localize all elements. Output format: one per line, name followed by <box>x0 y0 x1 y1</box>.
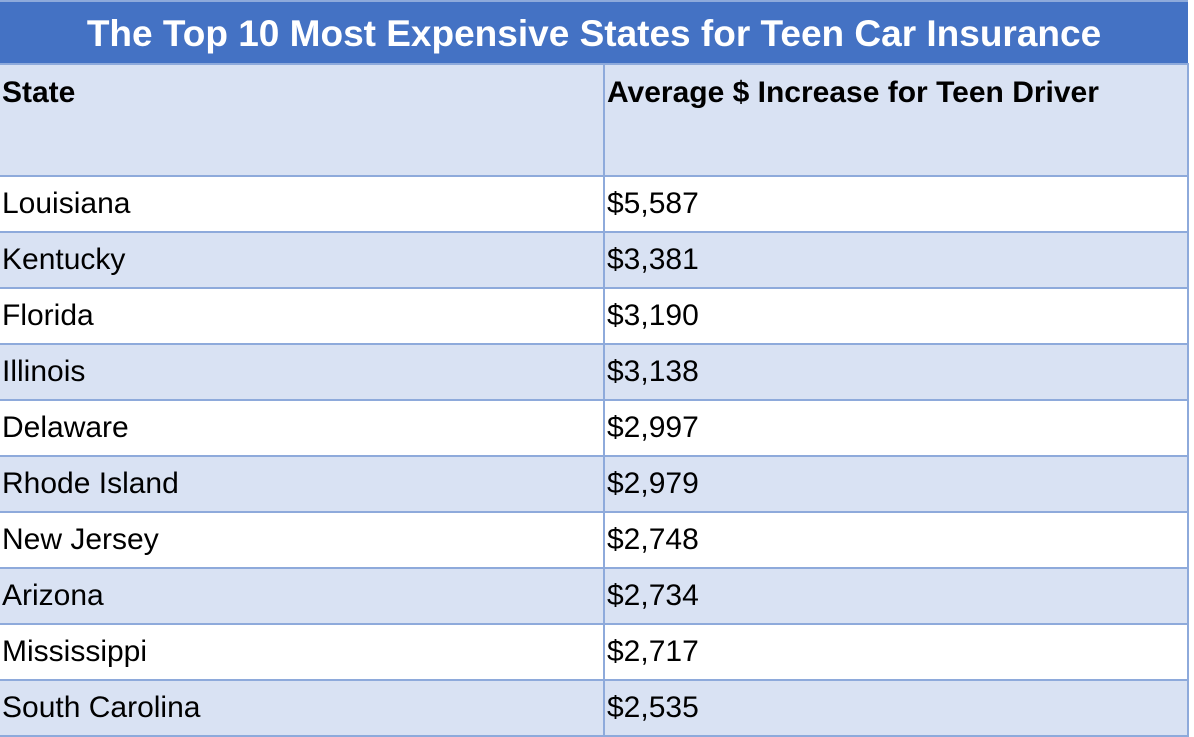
increase-cell: $2,748 <box>603 511 1189 569</box>
column-header-state: State <box>0 63 605 177</box>
increase-cell: $3,381 <box>603 231 1189 289</box>
column-header-increase: Average $ Increase for Teen Driver <box>603 63 1189 177</box>
table-row: Rhode Island $2,979 <box>0 455 1189 513</box>
state-cell: Rhode Island <box>0 455 605 513</box>
state-cell: New Jersey <box>0 511 605 569</box>
state-cell: Kentucky <box>0 231 605 289</box>
state-cell: Arizona <box>0 567 605 625</box>
increase-cell: $3,190 <box>603 287 1189 345</box>
table-body: Louisiana $5,587 Kentucky $3,381 Florida $3,1… <box>0 175 1189 737</box>
table-row: Florida $3,190 <box>0 287 1189 345</box>
increase-cell: $2,734 <box>603 567 1189 625</box>
table-title: The Top 10 Most Expensive States for Tee… <box>0 0 1188 63</box>
increase-cell: $5,587 <box>603 175 1189 233</box>
increase-cell: $2,997 <box>603 399 1189 457</box>
state-cell: Florida <box>0 287 605 345</box>
increase-cell: $2,717 <box>603 623 1189 681</box>
table-row: Kentucky $3,381 <box>0 231 1189 289</box>
table-row: Illinois $3,138 <box>0 343 1189 401</box>
state-cell: South Carolina <box>0 679 605 737</box>
increase-cell: $3,138 <box>603 343 1189 401</box>
table-row: Louisiana $5,587 <box>0 175 1189 233</box>
table-row: South Carolina $2,535 <box>0 679 1189 737</box>
header-row: State Average $ Increase for Teen Driver <box>0 63 1189 177</box>
state-cell: Louisiana <box>0 175 605 233</box>
table-row: Delaware $2,997 <box>0 399 1189 457</box>
state-cell: Illinois <box>0 343 605 401</box>
increase-cell: $2,979 <box>603 455 1189 513</box>
increase-cell: $2,535 <box>603 679 1189 737</box>
state-cell: Delaware <box>0 399 605 457</box>
table-row: Arizona $2,734 <box>0 567 1189 625</box>
table-row: New Jersey $2,748 <box>0 511 1189 569</box>
table-row: Mississippi $2,717 <box>0 623 1189 681</box>
insurance-table: State Average $ Increase for Teen Driver… <box>0 63 1189 737</box>
state-cell: Mississippi <box>0 623 605 681</box>
